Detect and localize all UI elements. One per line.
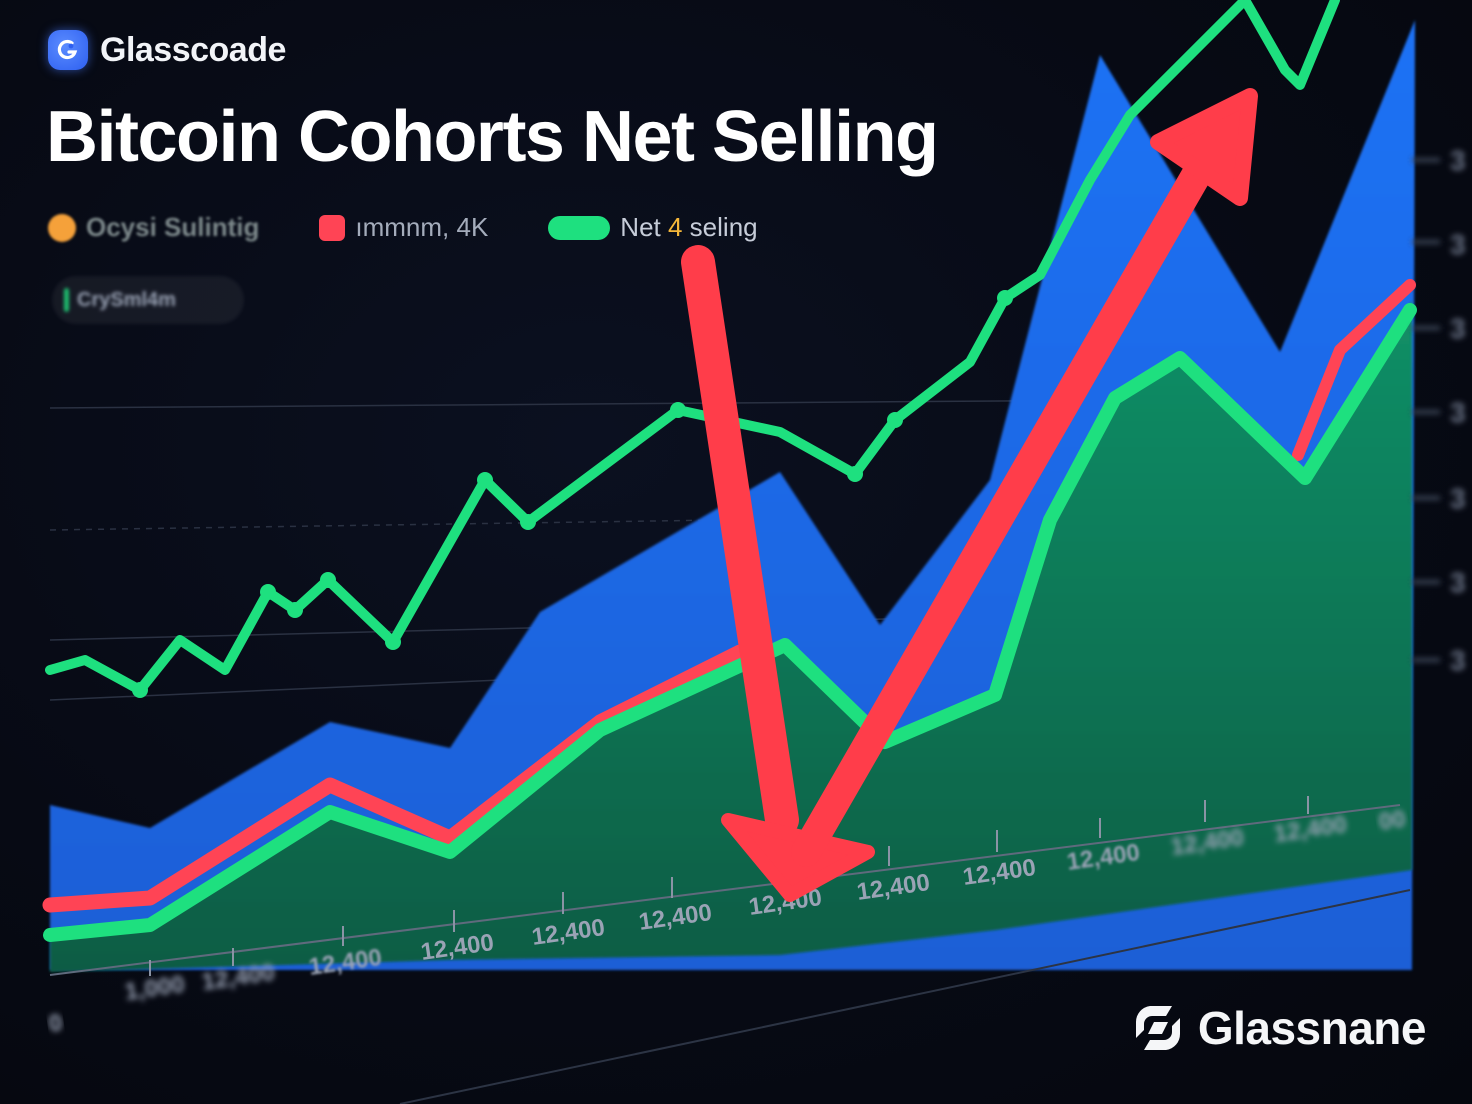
legend-label-highlight: 4 [667, 212, 683, 242]
y-tick-label: 3 [1450, 483, 1466, 514]
page-title: Bitcoin Cohorts Net Selling [46, 97, 939, 177]
watermark: Glassnane [1130, 1000, 1427, 1056]
y-tick-label: 3 [1450, 645, 1466, 676]
legend-item-4k[interactable]: ımmnm, 4K [319, 212, 488, 243]
legend-square-icon [319, 214, 346, 241]
watermark-name: Glassnane [1197, 1002, 1427, 1054]
x-tick-label: 0 [47, 1009, 64, 1038]
green-line-markers [132, 290, 1013, 698]
legend-label-suffix: seling [682, 212, 758, 242]
y-tick-label: 3 [1450, 567, 1466, 598]
legend-dot-icon [48, 213, 76, 242]
y-tick-label: 3 [1450, 145, 1466, 176]
y-tick-label: 3 [1450, 229, 1466, 260]
filter-chip[interactable]: CrySml4m [52, 276, 244, 324]
glassnode-watermark-icon [1135, 1006, 1180, 1050]
up-arrow-annotation [791, 88, 1258, 867]
y-tick-label: 3 [1450, 313, 1466, 344]
filter-chip-label: CrySml4m [77, 288, 176, 311]
x-tick-label: 1,000 [123, 971, 186, 1006]
brand-header: Glasscoade [48, 30, 286, 70]
legend-pill-icon [548, 215, 611, 240]
legend-label: Ocysi Sulintig [86, 212, 260, 242]
chart-legend: Ocysi Sulintig ımmnm, 4K Net 4 seling [48, 212, 758, 243]
x-tick-label: 00 [1377, 805, 1407, 835]
glassnode-logo-icon [48, 30, 88, 70]
legend-label: ımmnm, 4K [355, 212, 489, 242]
red-4k-line [42, 644, 748, 913]
brand-name: Glasscoade [100, 30, 286, 69]
chip-indicator-icon [64, 288, 69, 312]
y-axis-right: 3 3 3 3 3 3 3 [1412, 145, 1466, 676]
red-4k-line-right [1292, 279, 1416, 461]
legend-item-cohort-selling[interactable]: Ocysi Sulintig [48, 212, 259, 243]
legend-item-net-selling[interactable]: Net 4 seling [548, 212, 758, 243]
green-net-selling-area [50, 300, 1412, 972]
legend-label-prefix: Net [620, 212, 668, 242]
legend-label: Net 4 seling [620, 212, 757, 243]
y-tick-label: 3 [1450, 397, 1466, 428]
